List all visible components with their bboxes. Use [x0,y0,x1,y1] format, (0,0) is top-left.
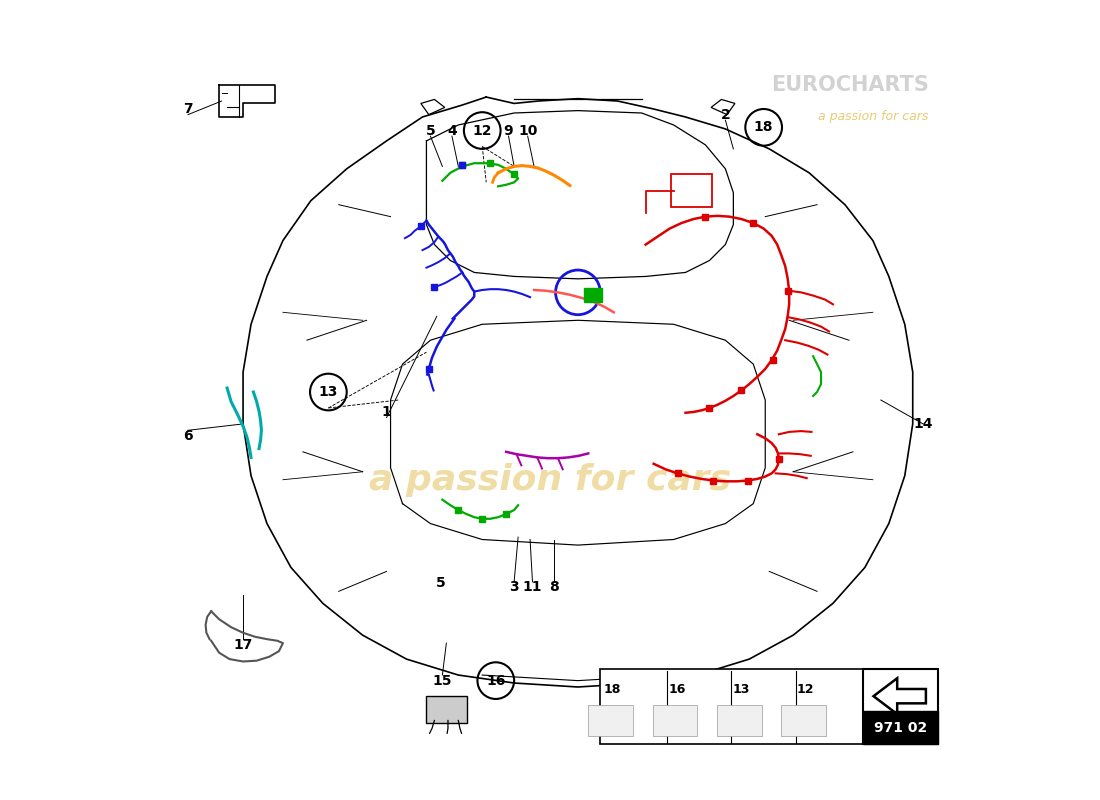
Text: 3: 3 [509,580,519,594]
Text: a passion for cars: a passion for cars [368,462,732,497]
Text: 12: 12 [473,123,492,138]
Text: 10: 10 [518,123,538,138]
Text: 8: 8 [549,580,559,594]
FancyBboxPatch shape [427,696,468,723]
Text: 18: 18 [754,120,773,134]
Text: 16: 16 [668,683,685,696]
Text: 17: 17 [233,638,253,652]
Text: 2: 2 [720,107,730,122]
Text: 12: 12 [796,683,814,696]
Text: 4: 4 [447,123,456,138]
Text: 1: 1 [382,405,392,419]
Text: 13: 13 [319,385,338,399]
Text: 971 02: 971 02 [874,721,927,734]
Text: EUROCHARTS: EUROCHARTS [771,75,928,95]
FancyBboxPatch shape [601,670,862,744]
FancyBboxPatch shape [864,670,938,744]
FancyBboxPatch shape [588,706,632,737]
FancyBboxPatch shape [864,711,938,744]
Text: 11: 11 [522,580,542,594]
Text: 6: 6 [184,429,192,443]
Text: 9: 9 [504,123,514,138]
Text: 14: 14 [913,417,933,431]
FancyBboxPatch shape [781,706,826,737]
Text: 7: 7 [184,102,192,116]
Text: 15: 15 [432,674,452,688]
Text: a passion for cars: a passion for cars [818,110,928,123]
FancyBboxPatch shape [717,706,762,737]
Text: 13: 13 [733,683,750,696]
Text: 5: 5 [426,123,436,138]
Text: 5: 5 [436,576,446,590]
FancyBboxPatch shape [652,706,697,737]
FancyBboxPatch shape [584,287,602,302]
Text: 16: 16 [486,674,506,688]
Text: 18: 18 [604,683,620,696]
